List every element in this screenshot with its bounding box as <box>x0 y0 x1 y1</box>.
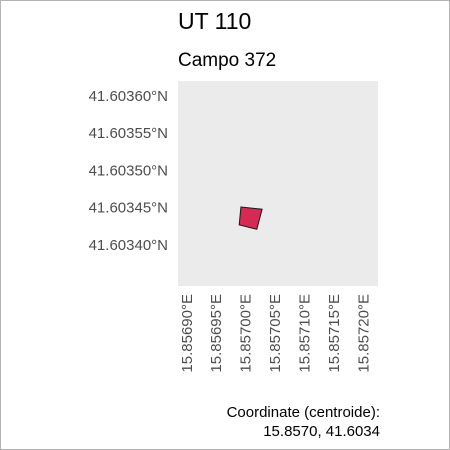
longitude-tick-label: 15.85700°E <box>238 294 255 373</box>
longitude-tick-label: 15.85720°E <box>355 294 372 373</box>
centroid-caption-value: 15.8570, 41.6034 <box>263 423 380 440</box>
latitude-tick-label: 41.60350°N <box>89 162 168 179</box>
map-subtitle: Campo 372 <box>178 50 276 71</box>
latitude-tick-label: 41.60345°N <box>89 200 168 217</box>
map-title: UT 110 <box>178 8 251 34</box>
longitude-tick-label: 15.85695°E <box>208 294 225 373</box>
latitude-tick-labels: 41.60360°N 41.60355°N 41.60350°N 41.60345°N… <box>89 88 168 254</box>
latitude-tick-label: 41.60360°N <box>89 88 168 105</box>
longitude-tick-label: 15.85690°E <box>179 294 196 373</box>
centroid-caption-label: Coordinate (centroide): <box>227 404 380 421</box>
longitude-tick-label: 15.85705°E <box>267 294 284 373</box>
parcel-polygon <box>238 206 263 230</box>
latitude-tick-label: 41.60355°N <box>89 125 168 142</box>
longitude-tick-label: 15.85715°E <box>326 294 343 373</box>
longitude-tick-labels: 15.85690°E 15.85695°E 15.85700°E 15.85705°E… <box>179 294 372 373</box>
parcel-layer <box>238 206 263 230</box>
latitude-tick-label: 41.60340°N <box>89 237 168 254</box>
longitude-tick-label: 15.85710°E <box>296 294 313 373</box>
map-panel <box>178 81 378 286</box>
